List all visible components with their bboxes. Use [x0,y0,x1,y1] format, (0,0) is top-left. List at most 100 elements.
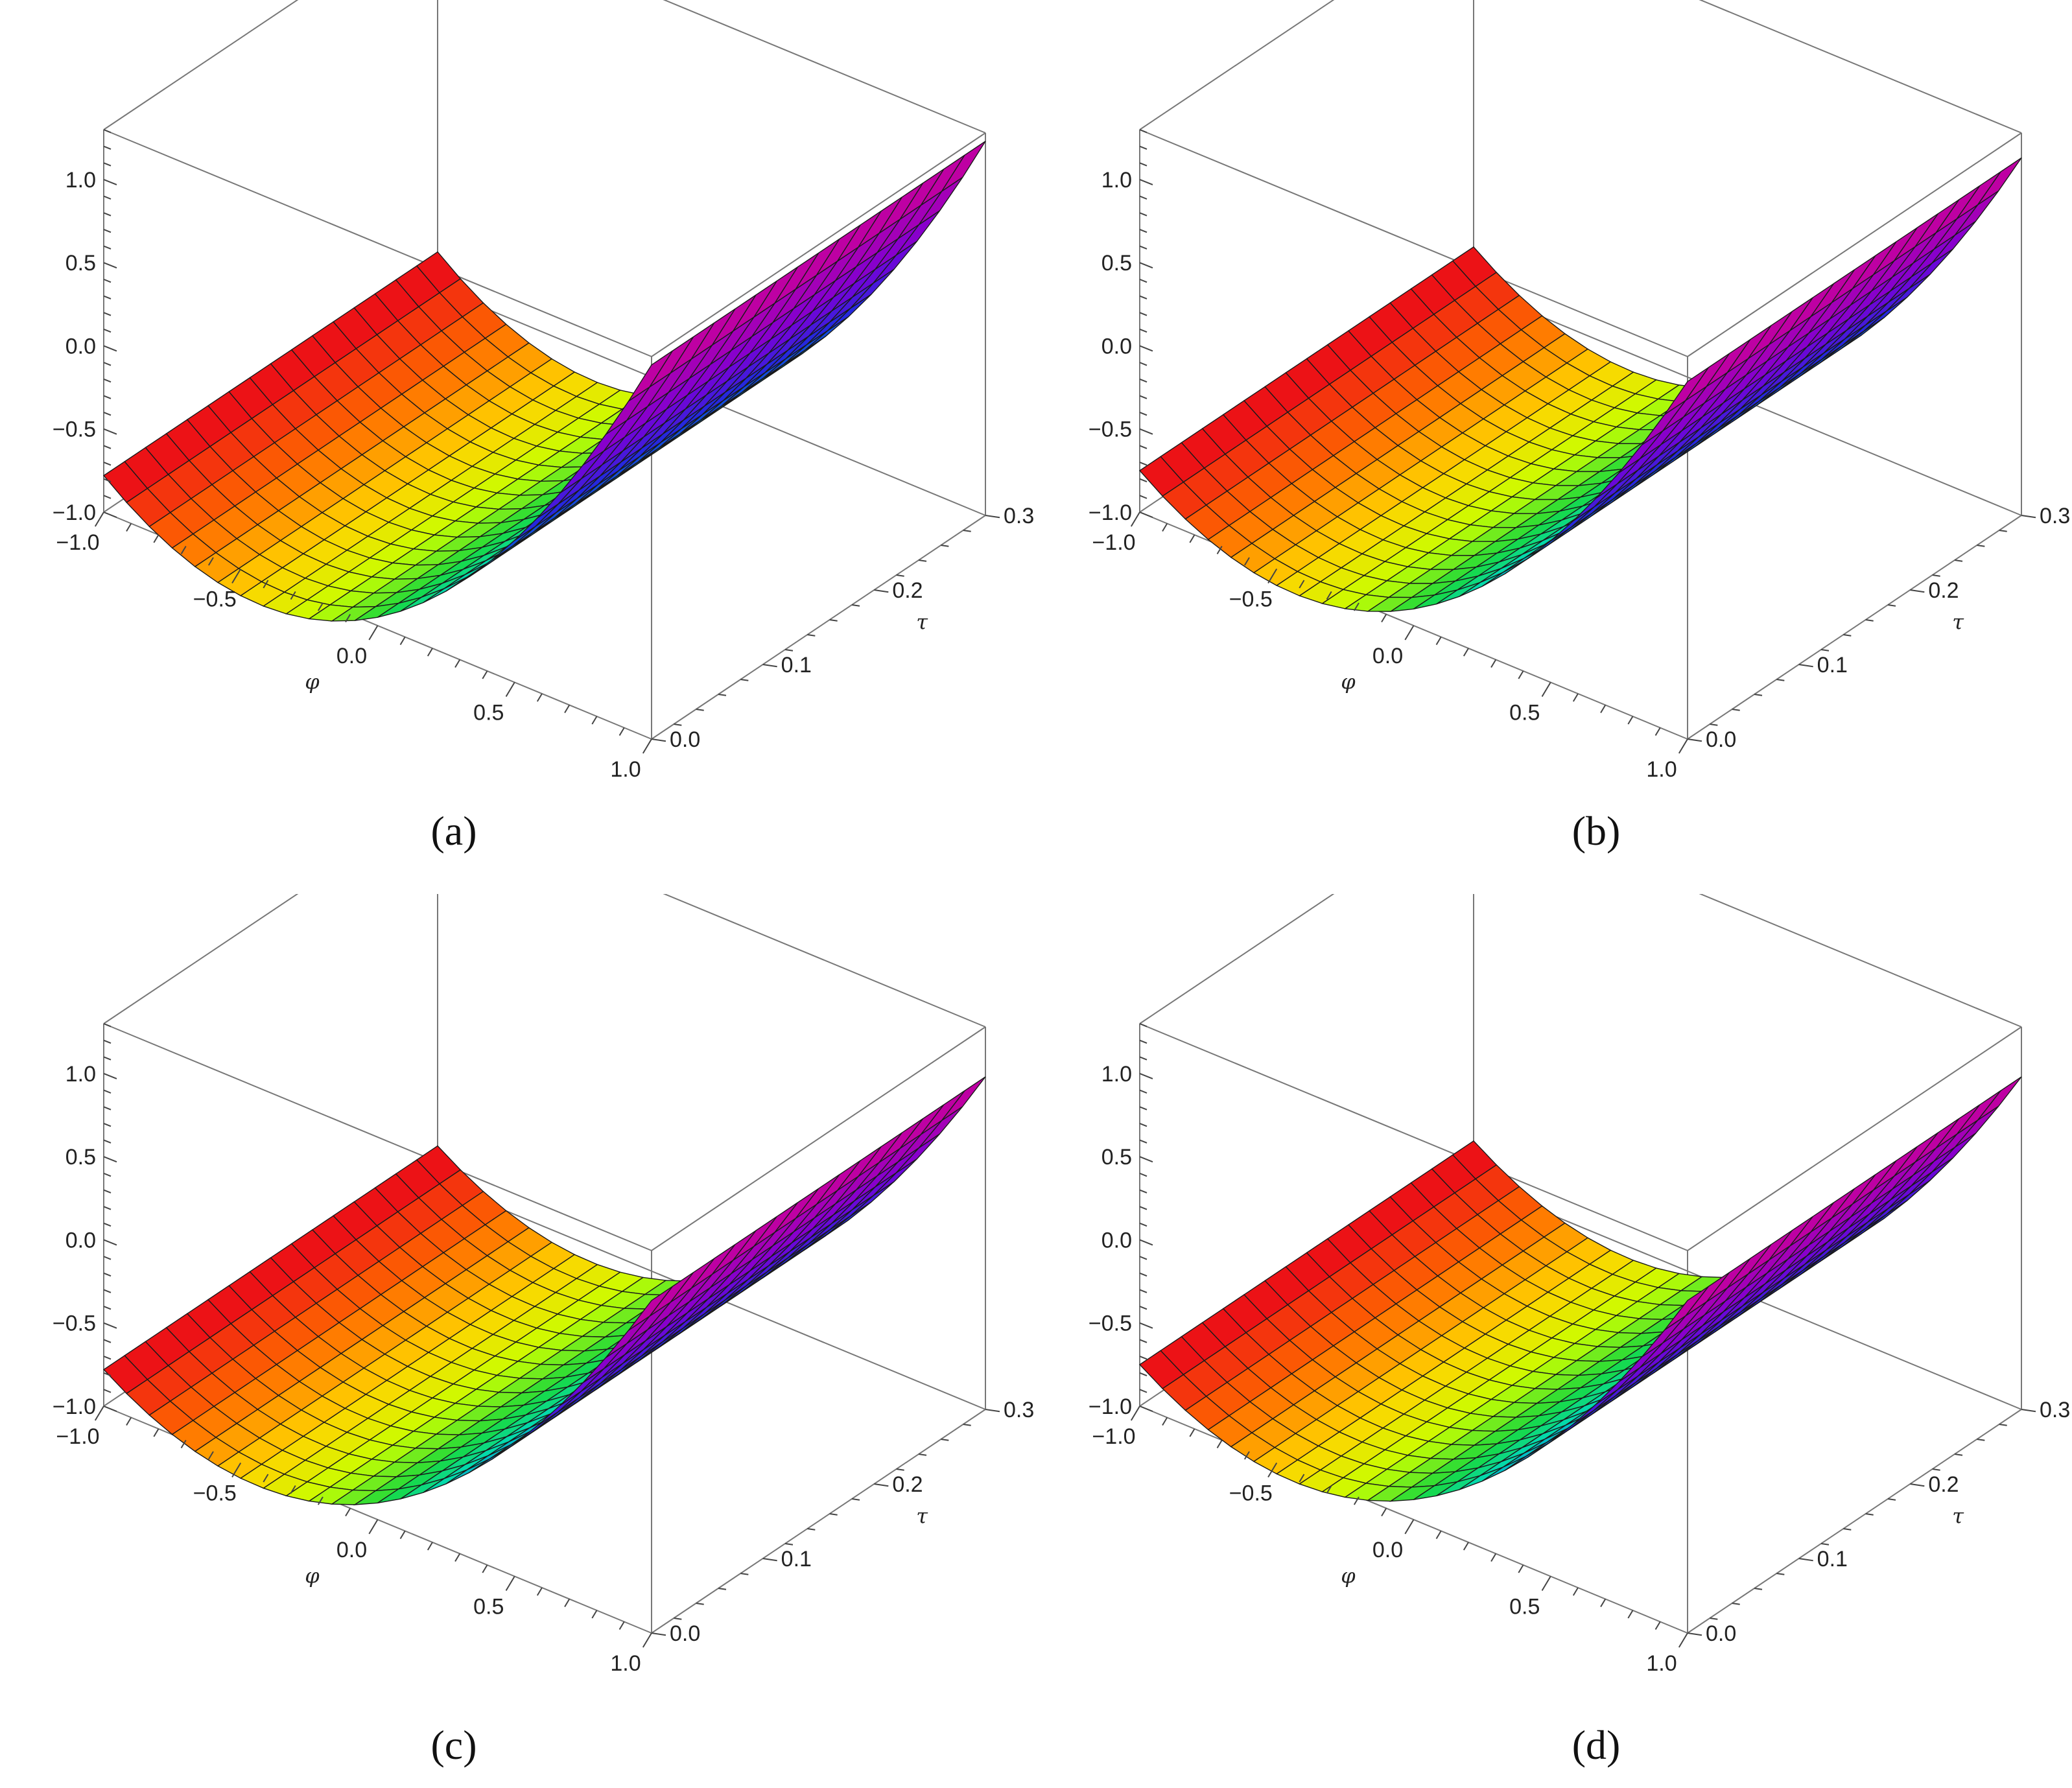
box-edge [103,894,299,1024]
tau-tick [2021,1409,2036,1413]
z-tick [103,262,117,269]
phi-tick [1299,580,1305,589]
z-tick [1139,295,1148,300]
phi-tick [1353,602,1360,611]
tau-tick-label: 0.2 [1928,1472,1959,1497]
z-tick [1139,1122,1148,1127]
phi-tick [618,1621,625,1630]
z-tick [1139,1406,1153,1412]
tau-tick-label: 0.0 [670,727,700,752]
phi-tick [1243,1451,1250,1460]
surface-patch [1977,1076,2022,1121]
z-tick-label: −1.0 [53,500,96,525]
tau-tick [1932,1468,1940,1471]
phi-tick [231,1462,242,1478]
phi-tick [591,1610,598,1619]
phi-tick [317,602,324,611]
phi-tick [1435,636,1442,646]
phi-tick-label: 0.5 [473,701,504,725]
tau-tick [918,1453,927,1456]
surface-patch [941,1076,986,1121]
z-tick-label: 0.5 [1101,251,1132,276]
phi-axis-label: φ [305,670,320,694]
tau-tick [1798,664,1813,668]
phi-tick-label: −1.0 [1092,530,1135,555]
phi-tick [1463,1542,1469,1551]
z-tick [103,378,112,383]
z-tick [1139,462,1148,466]
z-tick [1139,512,1153,518]
z-tick [1139,1189,1148,1194]
phi-tick [153,534,159,543]
surface [1138,1076,2022,1502]
z-tick [1139,1372,1148,1377]
phi-tick [1162,1417,1168,1426]
z-tick [103,345,117,352]
axis-phi: −1.0 −0.5 0.0 0.5 1.0 φ [56,512,652,782]
phi-tick-label: 0.0 [1372,644,1403,668]
box-edge [663,894,986,1028]
z-tick [103,495,112,499]
z-tick-label: 0.5 [1101,1145,1132,1170]
z-tick [1139,345,1153,352]
panel-a: −1.0 −0.5 0.0 0.5 1.0 φ 0.0 0.1 0.2 0.3 τ −1.0 −0.5 0… [0,0,1036,894]
phi-axis-label: φ [1341,1564,1356,1588]
phi-tick [1326,1485,1332,1494]
phi-tick [1627,716,1634,725]
tau-tick [874,589,889,593]
z-tick [103,512,117,518]
z-tick [103,1073,117,1079]
phi-axis-label: φ [1341,670,1356,694]
z-tick [103,129,112,134]
tau-tick-label: 0.0 [1706,1621,1736,1646]
z-tick [1139,495,1148,499]
z-tick [1139,195,1148,200]
phi-tick-label: −1.0 [56,1424,99,1449]
phi-tick [207,1451,214,1460]
z-tick [1139,179,1153,185]
caption-d: (d) [1572,1722,1621,1768]
z-tick [103,245,112,250]
axis-z: −1.0 −0.5 0.0 0.5 1.0 [1089,1023,1153,1419]
phi-tick [1381,1507,1387,1517]
z-tick-label: 1.0 [1101,168,1132,193]
phi-tick [1518,1564,1524,1573]
tau-tick [696,709,704,711]
z-tick [103,328,112,333]
phi-tick [153,1428,159,1437]
phi-tick [1267,568,1278,584]
tau-tick [1754,694,1763,696]
surface [102,141,986,622]
phi-tick-label: 0.0 [336,1538,367,1562]
phi-tick [263,580,269,589]
phi-tick [345,1507,351,1517]
axis-phi: −1.0 −0.5 0.0 0.5 1.0 φ [56,1406,652,1676]
tau-tick-label: 0.2 [1928,578,1959,603]
z-tick [1139,1089,1148,1094]
phi-tick [1654,727,1661,736]
tau-tick [1710,1617,1718,1620]
z-tick [1139,245,1148,250]
tau-tick [1843,1528,1852,1531]
z-tick [103,478,112,483]
phi-tick [1404,1519,1415,1535]
z-tick-label: 0.0 [1101,1228,1132,1253]
z-tick [1139,1306,1148,1310]
tau-tick [762,664,777,668]
z-tick [103,1206,112,1210]
z-tick [103,179,117,185]
z-tick [1139,312,1148,316]
tau-tick [740,1573,749,1575]
z-tick [103,1039,112,1044]
caption-c: (c) [430,1722,477,1768]
tau-tick [696,1603,704,1605]
phi-tick-label: 0.0 [336,644,367,668]
panel-c: −1.0 −0.5 0.0 0.5 1.0 φ 0.0 0.1 0.2 0.3 τ −1.0 −0.5 0… [0,894,1036,1788]
tau-tick-label: 0.3 [1004,504,1034,528]
box-edge [1139,129,1688,357]
z-tick [103,445,112,449]
surface-patch [628,1286,673,1331]
phi-tick [536,693,543,702]
phi-tick [94,1406,104,1421]
caption-a: (a) [430,808,477,854]
